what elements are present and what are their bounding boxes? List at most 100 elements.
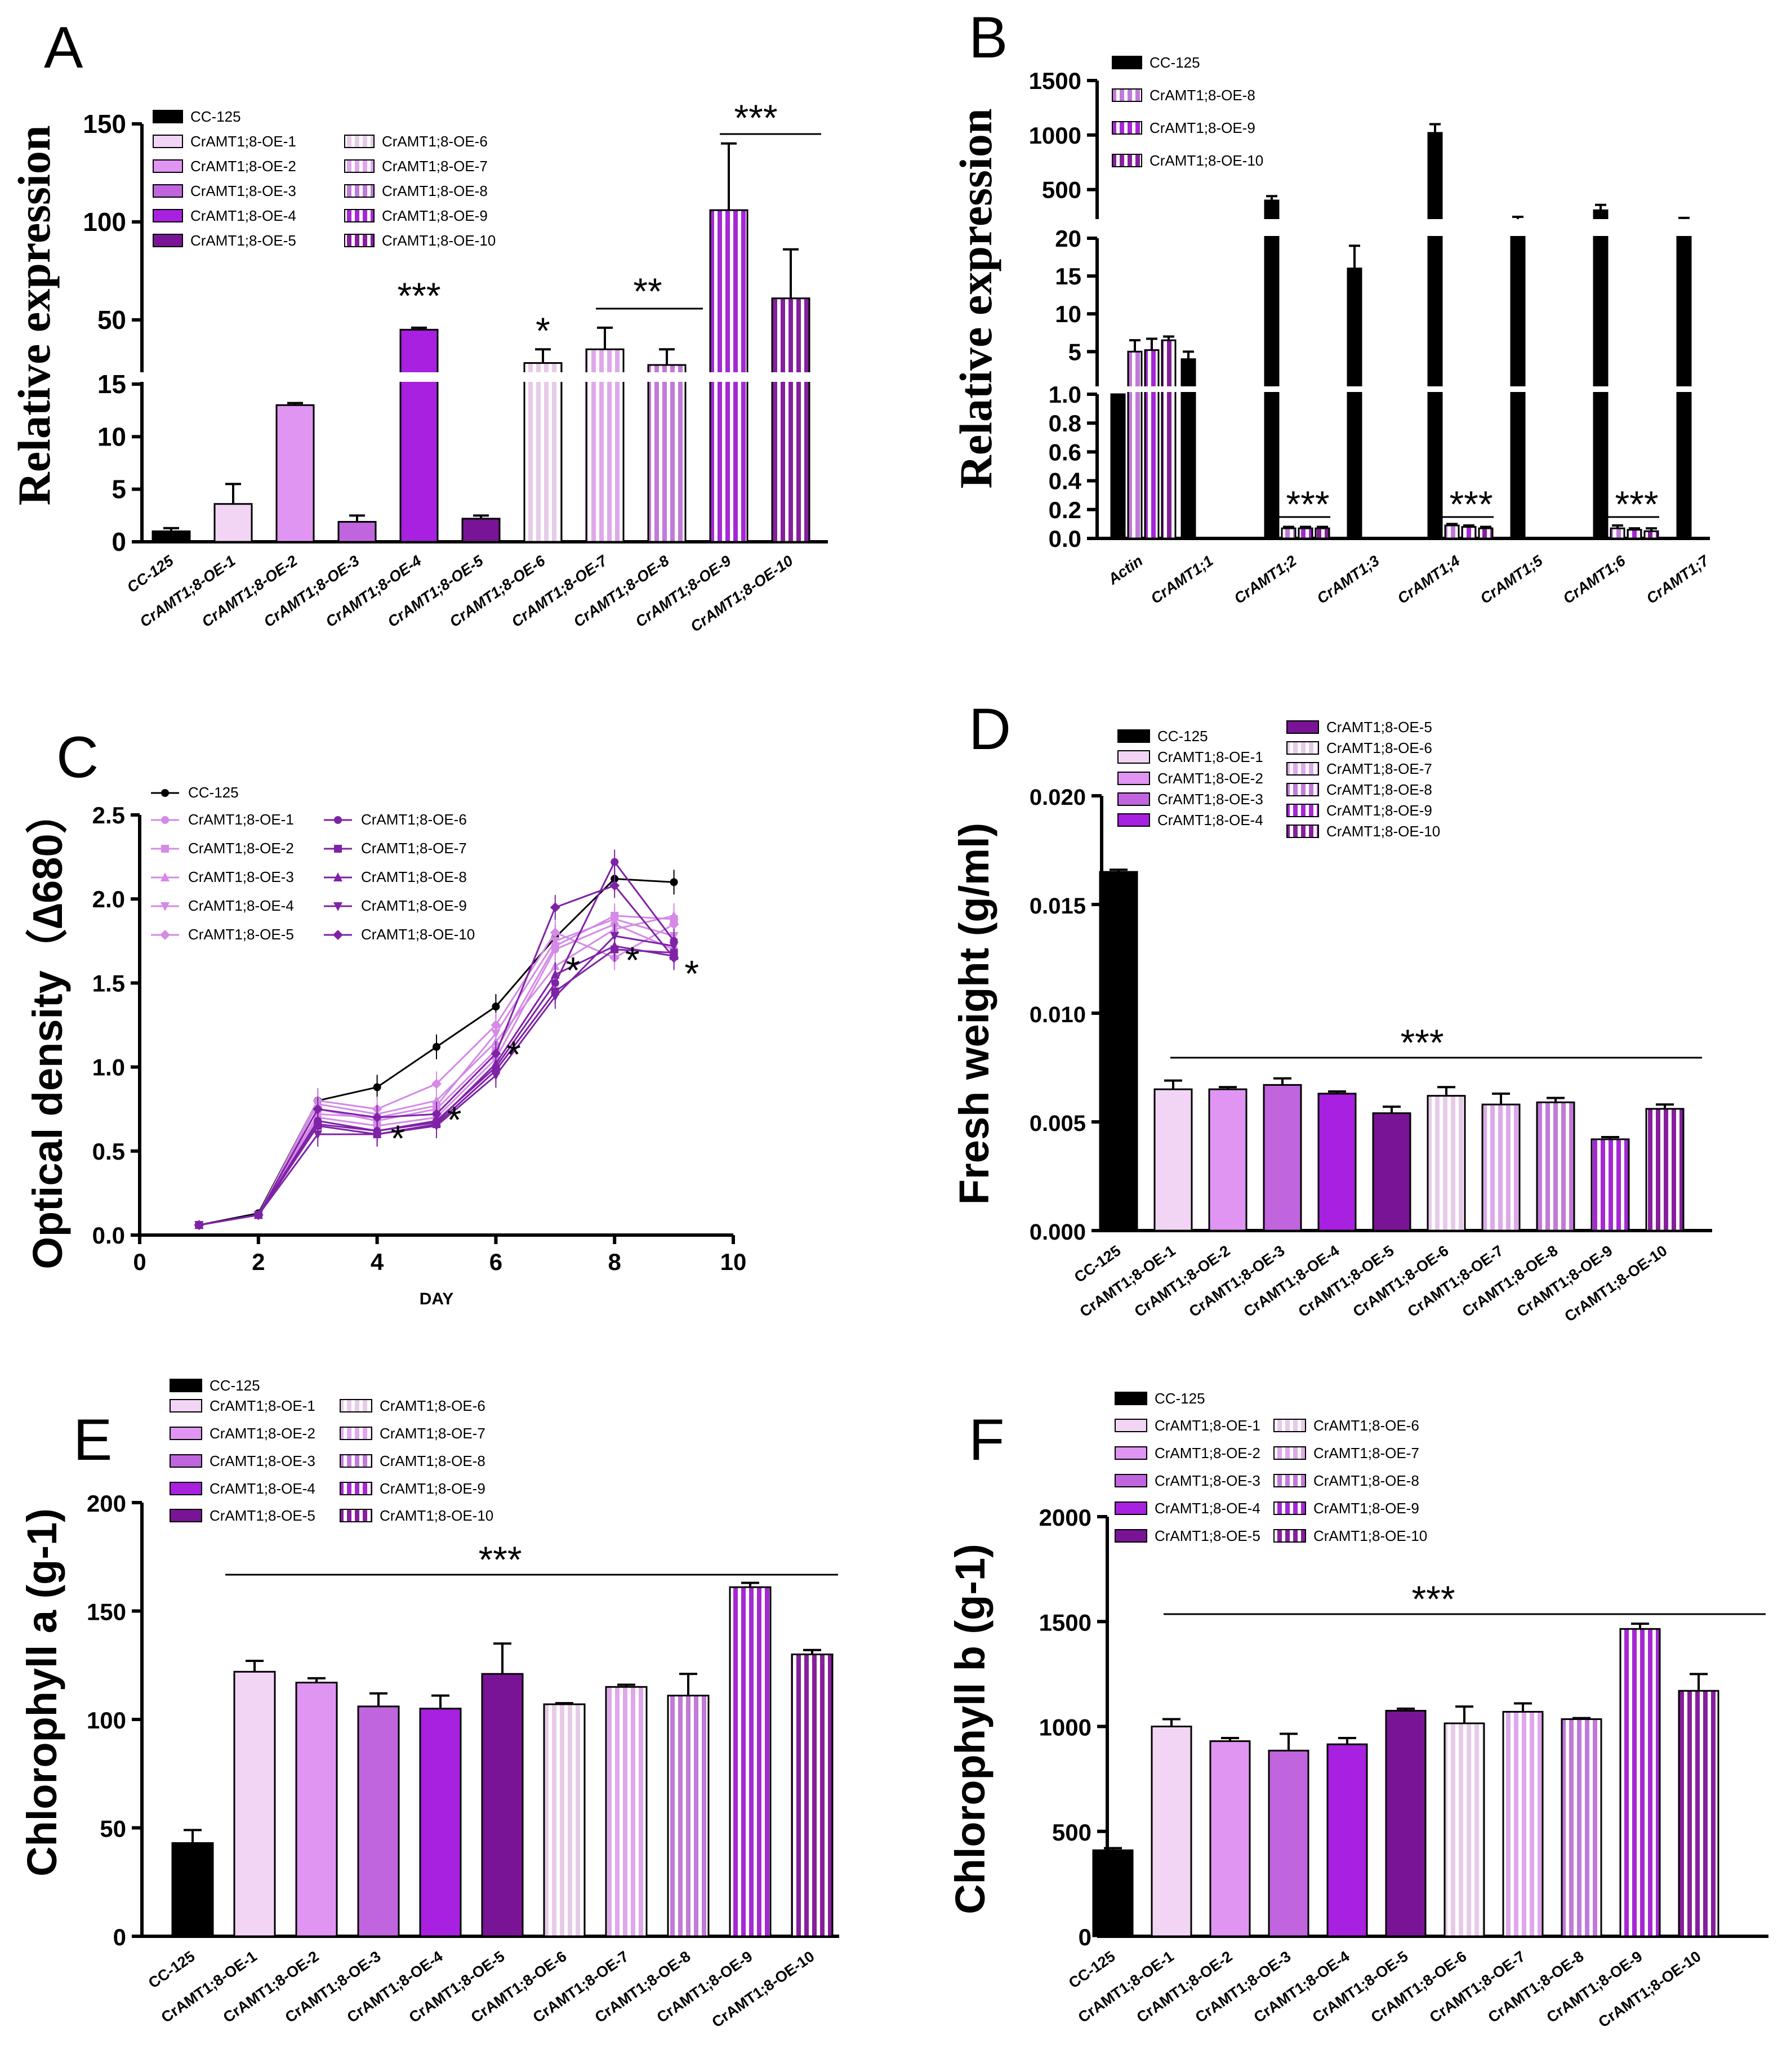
data-point [550,969,560,979]
legend-item-swatch [1115,1501,1147,1515]
significance-label: *** [397,275,440,317]
legend-item-swatch [1115,1392,1147,1405]
y-tick-label: 500 [1052,1819,1091,1846]
y-tick-label: 0.000 [1030,1220,1086,1245]
x-tick-label: 8 [608,1249,621,1275]
y-tick-label: 1000 [1029,122,1081,149]
legend-item: CrAMT1;8-OE-4 [210,1480,315,1497]
significance-label: *** [1449,483,1492,525]
legend-item-swatch [1117,729,1150,743]
y-tick-label: 1500 [1029,68,1081,94]
x-tick-label: CrAMT1;8-OE-2 [1134,1948,1236,2026]
data-point [491,1020,501,1030]
data-point [161,845,169,853]
legend-item: CrAMT1;8-OE-6 [380,1397,485,1414]
y-tick-label: 0.4 [1049,468,1082,494]
bar [1561,1718,1602,1937]
data-point [194,1220,204,1231]
legend-item-swatch [1117,750,1150,764]
x-tick-label: CrAMT1;8-OE-3 [1192,1948,1294,2026]
data-point [161,816,169,824]
legend-item: CrAMT1;8-OE-3 [188,868,294,885]
y-tick-label: 0 [113,1924,126,1950]
bar [1263,1084,1302,1232]
legend-item-swatch [170,1509,202,1522]
significance-label: *** [1615,483,1658,525]
legend-item: CrAMT1;8-OE-9 [1326,802,1432,819]
x-tick-label: CrAMT1;1 [1148,552,1217,607]
axis-break-gap [1080,386,1716,392]
significance-label: *** [1411,1578,1455,1620]
legend-item-swatch [1286,741,1319,755]
data-point [161,789,169,797]
x-tick-label: CrAMT1;3 [1314,552,1383,607]
legend-item-swatch [1273,1501,1306,1515]
legend-item-swatch [340,1509,372,1522]
bar [1326,1743,1368,1937]
y-axis-label: Fresh weight (g/ml) [951,823,997,1205]
y-tick-label: 1.0 [1049,381,1081,408]
legend-item-swatch [170,1399,202,1412]
x-tick-label: 10 [720,1249,747,1275]
legend-item: CrAMT1;8-OE-6 [382,133,488,150]
legend-item: CrAMT1;8-OE-10 [382,232,496,249]
x-tick-label: CrAMT1;8-OE-10 [1595,1948,1704,2031]
bar [1151,1726,1192,1937]
legend-item-swatch [1286,762,1319,776]
legend-item: CrAMT1;8-OE-1 [1155,1417,1260,1434]
legend-item-swatch [344,234,375,247]
bar [1385,1710,1427,1937]
y-tick-label: 0.020 [1030,785,1086,810]
data-point [253,1210,264,1220]
data-point [611,858,619,866]
y-tick-label: 50 [100,1816,126,1842]
data-point [334,845,342,853]
bar [1643,530,1659,540]
x-tick-label: 6 [489,1249,502,1275]
legend-item: CrAMT1;8-OE-6 [1313,1417,1419,1434]
x-tick-label: CC-125 [124,552,177,596]
x-tick-label: Actin [1104,552,1146,588]
bar [1593,209,1609,540]
data-point [333,872,342,881]
significance-label: * [506,1033,521,1075]
bar [1268,1749,1309,1937]
bar [1144,349,1160,540]
legend-item: CrAMT1;8-OE-5 [210,1507,315,1524]
legend-item: CrAMT1;8-OE-4 [1155,1500,1260,1517]
data-point [610,915,620,925]
legend-item-swatch [1117,813,1150,827]
legend-item-swatch [153,234,183,247]
legend-item-swatch [1112,88,1142,102]
bar [1444,1722,1485,1937]
bar [1627,529,1642,540]
legend-item-swatch [1117,792,1150,806]
legend-item: CrAMT1;8-OE-3 [1155,1472,1260,1489]
bar [1645,1108,1685,1232]
legend-item-swatch [1112,154,1142,167]
legend-item-swatch [153,209,183,222]
bar [1427,132,1443,540]
legend-item-swatch [153,110,183,123]
x-tick-label: CrAMT1;4 [1395,552,1463,607]
x-tick-label: CrAMT1;8-OE-10 [1561,1242,1670,1325]
y-tick-label: 2000 [1039,1504,1091,1531]
legend-item-swatch [340,1427,372,1440]
legend-item: CrAMT1;8-OE-5 [190,232,296,249]
panel-c: C 0.0 0.5 1.0 1.5 2.0 2.5 0 2 4 6 8 10 DAY Optical den… [24,725,746,1308]
x-tick-label: 2 [252,1249,265,1275]
x-tick-label: CrAMT1;8-OE-2 [1131,1242,1233,1320]
x-tick-label: CrAMT1;8-OE-5 [1295,1242,1397,1320]
legend-item: CrAMT1;8-OE-7 [361,840,467,857]
legend-item: CrAMT1;8-OE-2 [190,158,296,175]
x-tick-label: CrAMT1;8-OE-8 [1485,1948,1587,2026]
significance-label: * [566,950,581,991]
legend-item: CrAMT1;8-OE-10 [1150,152,1263,169]
y-tick-label: 2.0 [92,886,125,912]
legend-item: CrAMT1;8-OE-10 [1313,1527,1427,1544]
y-tick-label: 0.0 [1049,525,1081,552]
legend-item-swatch [340,1482,372,1495]
bar [729,1586,772,1937]
y-tick-label: 50 [97,305,126,335]
